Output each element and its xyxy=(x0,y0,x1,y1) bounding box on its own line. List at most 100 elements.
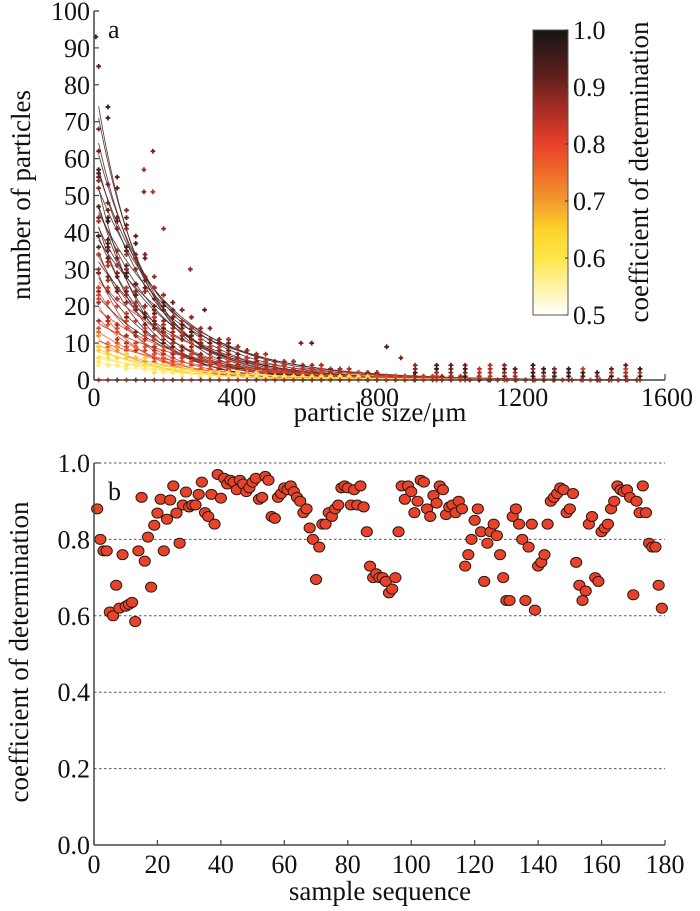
data-point xyxy=(208,518,221,530)
fit-series xyxy=(96,355,642,383)
data-point xyxy=(541,518,554,530)
data-point xyxy=(124,226,129,232)
y-tick-label: 50 xyxy=(64,182,90,211)
colorbar-gradient xyxy=(532,29,569,316)
data-point xyxy=(579,585,592,597)
data-point xyxy=(124,285,129,291)
outlier-point xyxy=(384,344,390,350)
data-point xyxy=(268,512,281,524)
data-point xyxy=(487,518,500,530)
data-point xyxy=(198,329,204,335)
data-point xyxy=(125,596,139,608)
data-point xyxy=(132,545,145,557)
data-point xyxy=(114,174,120,180)
data-point xyxy=(235,362,241,368)
panel-a-data-marks xyxy=(93,34,643,383)
data-point xyxy=(608,495,621,507)
data-point xyxy=(262,474,275,486)
data-point xyxy=(226,359,231,364)
data-point xyxy=(142,274,148,280)
data-point xyxy=(189,359,194,364)
data-point xyxy=(627,589,640,601)
data-point xyxy=(512,366,518,372)
data-point xyxy=(114,285,120,291)
x-tick-label: 60 xyxy=(271,850,297,879)
outlier-point xyxy=(141,189,147,195)
data-point xyxy=(133,344,139,350)
data-point xyxy=(636,480,649,492)
data-point xyxy=(244,348,250,353)
data-point xyxy=(151,285,157,291)
data-point xyxy=(528,604,542,616)
y-tick-label: 1.0 xyxy=(58,449,91,478)
data-point xyxy=(96,344,102,350)
data-point xyxy=(151,355,157,361)
x-tick-label: 0 xyxy=(88,383,101,412)
y-tick-label: 0.2 xyxy=(58,755,91,784)
colorbar: 0.5 0.6 0.7 0.8 0.9 1.0 coefficient of determ… xyxy=(532,16,654,330)
data-point xyxy=(566,366,572,372)
data-point xyxy=(594,370,600,376)
y-tick-label: 80 xyxy=(64,71,90,100)
data-point xyxy=(142,252,148,257)
data-point xyxy=(133,318,139,324)
data-point xyxy=(291,359,296,364)
data-point xyxy=(96,292,102,298)
x-tick-label: 1600 xyxy=(641,383,693,412)
data-point xyxy=(157,545,170,557)
data-point xyxy=(459,560,472,572)
colorbar-tick-label: 0.9 xyxy=(573,73,606,102)
data-point xyxy=(306,533,319,545)
data-point xyxy=(142,337,148,342)
data-point xyxy=(142,366,148,372)
data-point xyxy=(96,167,102,173)
data-point xyxy=(133,362,139,368)
colorbar-tick-label: 0.6 xyxy=(573,244,606,273)
data-point xyxy=(497,572,510,584)
data-point xyxy=(105,355,111,361)
data-point xyxy=(124,300,129,305)
data-point xyxy=(319,518,332,530)
data-point xyxy=(170,359,176,364)
data-point xyxy=(478,575,491,587)
data-point xyxy=(133,241,139,246)
data-point xyxy=(202,510,215,522)
data-point xyxy=(151,507,164,519)
data-point xyxy=(512,518,526,530)
panel-b-data-marks xyxy=(91,468,668,628)
data-point xyxy=(96,218,102,224)
panel-b: 0.0 0.2 0.4 0.6 0.8 1.0 0 20 40 60 80 100 120 140 160 1… xyxy=(4,449,685,906)
data-point xyxy=(563,503,576,515)
data-point xyxy=(434,362,439,368)
x-tick-label: 140 xyxy=(519,850,558,879)
data-point xyxy=(133,355,139,361)
y-tick-label: 40 xyxy=(64,218,90,247)
data-point xyxy=(124,311,129,316)
data-point xyxy=(114,344,120,350)
y-tick-label: 0.0 xyxy=(58,831,91,860)
data-point xyxy=(490,530,503,542)
data-point xyxy=(503,595,516,607)
data-point xyxy=(179,329,185,335)
data-point xyxy=(106,610,120,622)
data-point xyxy=(189,499,202,511)
x-tick-label: 160 xyxy=(582,850,621,879)
x-tick-label: 100 xyxy=(392,850,431,879)
colorbar-tick-label: 1.0 xyxy=(573,16,606,45)
data-point xyxy=(179,318,185,324)
data-point xyxy=(96,285,102,291)
data-point xyxy=(145,581,158,593)
data-point xyxy=(148,519,161,531)
data-point xyxy=(448,362,454,368)
data-point xyxy=(151,314,157,320)
data-point xyxy=(216,344,222,350)
data-point xyxy=(96,244,102,250)
data-point xyxy=(263,359,269,364)
data-point xyxy=(105,255,111,261)
x-tick-label: 1200 xyxy=(496,383,548,412)
data-point xyxy=(417,476,431,488)
data-point xyxy=(530,362,536,368)
panel-a-y-axis-label: number of particles xyxy=(6,90,36,300)
data-point xyxy=(309,574,323,586)
